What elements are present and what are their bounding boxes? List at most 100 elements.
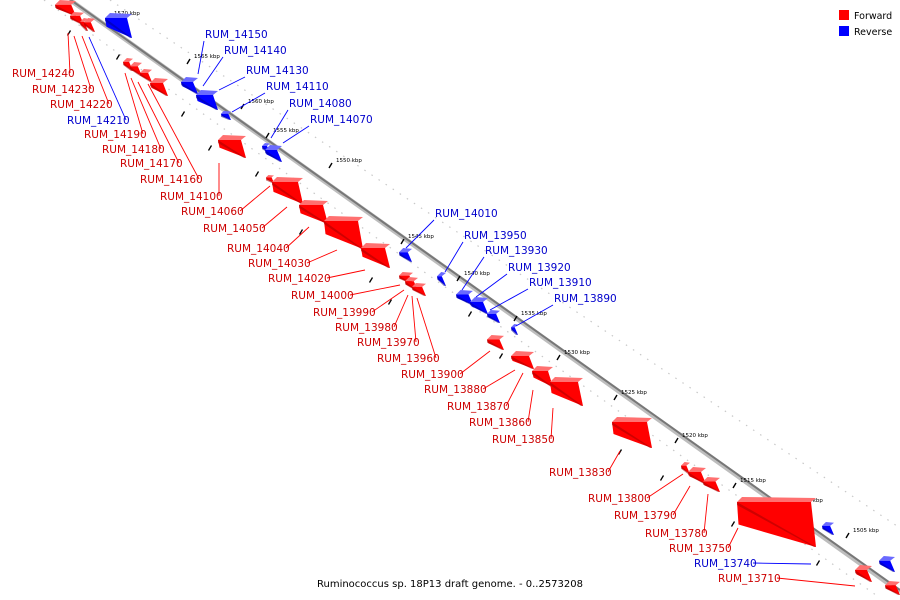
gene-label: RUM_13790 — [614, 510, 677, 522]
gene-label: RUM_14060 — [181, 206, 244, 218]
forward-gene-feature — [55, 0, 76, 16]
forward-gene-feature — [511, 351, 534, 369]
gene-leader-line — [197, 40, 205, 75]
gene-leader-line — [202, 56, 224, 87]
track-tick-mark — [730, 521, 736, 527]
reverse-gene-feature — [437, 272, 446, 286]
gene-label: RUM_14100 — [160, 191, 223, 203]
reverse-gene-feature — [105, 13, 132, 38]
track-tick-mark — [659, 475, 665, 481]
gene-label: RUM_13890 — [554, 293, 617, 305]
kbp-tick-label: 1555 kbp — [273, 128, 299, 134]
track-tick-mark — [467, 311, 473, 317]
lower-guide-track — [43, 0, 881, 599]
gene-label: RUM_14170 — [120, 158, 183, 170]
gene-leader-line — [239, 185, 271, 212]
kbp-tick-mark — [732, 482, 737, 489]
tick-track — [109, 0, 900, 529]
track-tick-mark — [368, 277, 374, 283]
gene-label: RUM_13900 — [401, 369, 464, 381]
gene-label: RUM_14210 — [67, 115, 130, 127]
gene-leader-line — [147, 83, 200, 180]
track-tick-mark — [180, 111, 186, 117]
gene-label: RUM_13800 — [588, 493, 651, 505]
track-tick-mark — [617, 449, 623, 455]
gene-label: RUM_13870 — [447, 401, 510, 413]
reverse-gene-feature — [221, 111, 231, 120]
gene-leader-line — [285, 226, 310, 249]
kbp-tick-label: 1530 kbp — [564, 350, 590, 356]
gene-label: RUM_13990 — [313, 307, 376, 319]
gene-leader-line — [444, 241, 464, 273]
kbp-tick-mark — [613, 394, 618, 401]
kbp-tick-label: 1515 kbp — [740, 478, 766, 484]
track-tick-mark — [115, 54, 121, 60]
gene-leader-line — [73, 35, 92, 90]
gene-leader-line — [550, 407, 554, 440]
gene-label: RUM_14000 — [291, 290, 354, 302]
gene-leader-line — [672, 485, 691, 516]
reverse-gene-feature — [265, 145, 282, 162]
legend-forward-label: Forward — [854, 11, 892, 22]
gene-leader-line — [130, 77, 162, 150]
kbp-tick-label: 1535 kbp — [521, 311, 547, 317]
forward-gene-feature — [550, 377, 583, 406]
track-tick-mark — [298, 229, 304, 235]
kbp-tick-mark — [845, 532, 850, 539]
forward-gene-feature — [885, 581, 900, 595]
gene-leader-line — [218, 76, 246, 91]
gene-leader-line — [515, 304, 554, 327]
gene-label: RUM_14190 — [84, 129, 147, 141]
forward-gene-feature — [681, 462, 690, 474]
forward-gene-feature — [612, 417, 652, 448]
gene-label: RUM_14130 — [246, 65, 309, 77]
genome-caption: Ruminococcus sp. 18P13 draft genome. - 0… — [317, 579, 583, 590]
forward-gene-feature — [84, 18, 95, 32]
forward-gene-feature — [80, 18, 88, 31]
gene-label: RUM_14230 — [32, 84, 95, 96]
gene-label: RUM_14070 — [310, 114, 373, 126]
kbp-tick-mark — [265, 132, 270, 139]
strand-legend: Forward Reverse — [839, 10, 892, 38]
gene-leader-line — [393, 294, 409, 328]
gene-label: RUM_13930 — [485, 245, 548, 257]
gene-label: RUM_13860 — [469, 417, 532, 429]
kbp-tick-label: 1560 kbp — [248, 99, 274, 105]
gene-leader-line — [349, 284, 401, 296]
gene-leader-line — [527, 389, 534, 423]
gene-leader-line — [776, 577, 856, 587]
reverse-gene-feature — [822, 522, 834, 535]
gene-leader-line — [416, 297, 437, 359]
kbp-tick-mark — [400, 238, 405, 245]
gene-leader-line — [88, 36, 127, 121]
gene-leader-line — [489, 288, 529, 311]
kbp-tick-mark — [556, 354, 561, 361]
gene-leader-line — [727, 527, 739, 549]
gene-leader-line — [270, 109, 289, 139]
reverse-gene-feature — [456, 290, 473, 305]
forward-gene-feature — [272, 177, 303, 204]
gene-leader-line — [607, 450, 621, 473]
gene-labels: RUM_14240 RUM_14230 RUM_14220 RUM_14210 RUM_… — [12, 29, 856, 587]
kbp-tick-label: 1565 kbp — [194, 54, 220, 60]
gene-label: RUM_14020 — [268, 273, 331, 285]
kbp-tick-mark — [328, 162, 333, 169]
legend-reverse-swatch — [839, 26, 849, 36]
gene-label: RUM_14050 — [203, 223, 266, 235]
gene-label: RUM_13830 — [549, 467, 612, 479]
track-tick-mark — [207, 145, 213, 151]
legend-forward-swatch — [839, 10, 849, 20]
gene-leader-line — [703, 493, 709, 534]
kbp-tick-label: 1520 kbp — [682, 433, 708, 439]
gene-label: RUM_14110 — [266, 81, 329, 93]
forward-gene-feature — [737, 497, 816, 547]
gene-label: RUM_13980 — [335, 322, 398, 334]
forward-gene-feature — [324, 216, 363, 249]
gene-label: RUM_13910 — [529, 277, 592, 289]
gene-label: RUM_13880 — [424, 384, 487, 396]
gene-leader-line — [482, 369, 516, 390]
forward-gene-feature — [299, 200, 328, 224]
reverse-gene-feature — [879, 556, 895, 572]
gene-leader-line — [326, 269, 366, 279]
